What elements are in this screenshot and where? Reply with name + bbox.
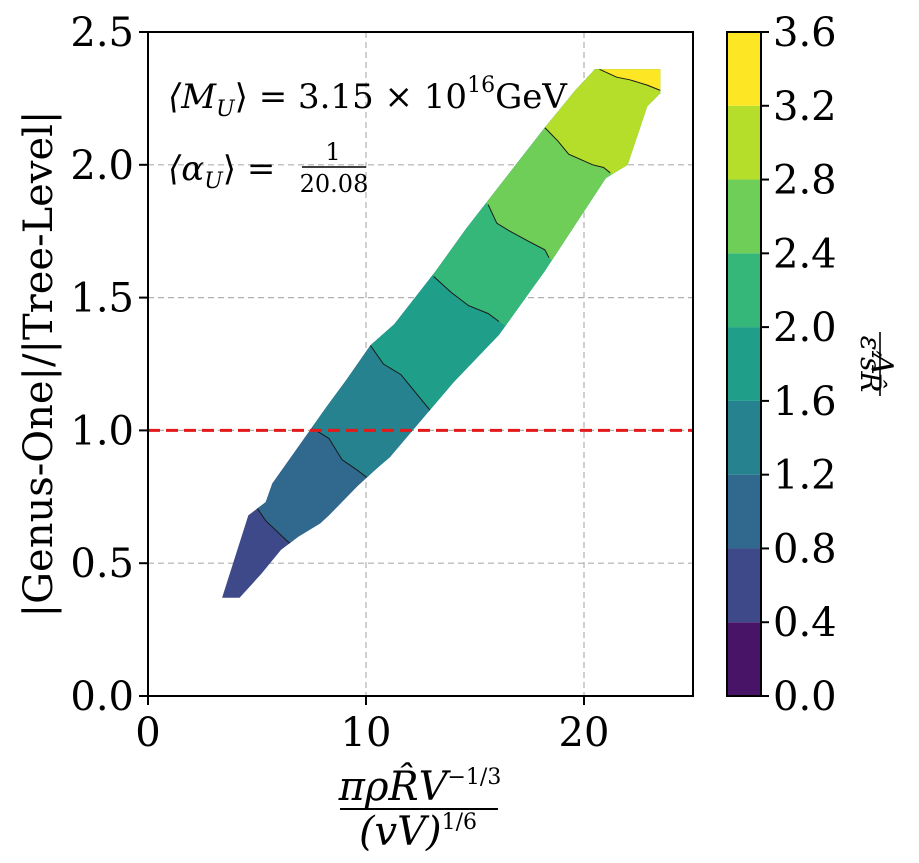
colorbar-tick-label-0: 0.0 <box>773 674 837 720</box>
annotation-alpha-numerator: 1 <box>325 138 340 166</box>
colorbar-tick-label-4: 1.6 <box>773 379 837 425</box>
y-tick-label-4: 2.0 <box>70 143 134 189</box>
contour-line-3.2 <box>599 69 661 91</box>
band-2.4 <box>222 69 661 364</box>
colorbar-label-numerator: Λ <box>864 350 899 375</box>
colorbar-tick-label-2: 0.8 <box>773 526 837 572</box>
colorbar-segment-2.4 <box>727 179 761 254</box>
x-tick-label-1: 10 <box>341 710 392 756</box>
colorbar-tick-label-3: 1.2 <box>773 453 837 499</box>
colorbar-tick-label-6: 2.4 <box>773 231 837 277</box>
colorbar-tick-label-7: 2.8 <box>773 158 837 204</box>
x-tick-label-2: 20 <box>559 710 610 756</box>
y-tick-label-0: 0.0 <box>70 674 134 720</box>
colorbar-segment-0.8 <box>727 474 761 549</box>
y-tick-label-3: 1.5 <box>70 276 134 322</box>
contour-line-2.4 <box>487 204 550 259</box>
x-axis: 0 10 20 <box>135 696 609 756</box>
colorbar-segment-3.2 <box>727 32 761 106</box>
colorbar-tick-label-5: 2.0 <box>773 305 837 351</box>
colorbar-tick-label-8: 3.2 <box>773 84 837 130</box>
y-axis: 0.0 0.5 1.0 1.5 2.0 2.5 <box>70 10 148 720</box>
colorbar-segment-0.4 <box>727 548 761 623</box>
y-axis-label: |Genus-One|/|Tree-Level| <box>16 111 62 618</box>
colorbar-segment-2.0 <box>727 253 761 328</box>
contour-line-1.2 <box>315 429 376 484</box>
annotation-alpha-denominator: 20.08 <box>300 170 369 198</box>
colorbar-segment-2.8 <box>727 105 761 180</box>
y-tick-label-2: 1.0 <box>70 408 134 454</box>
y-tick-label-1: 0.5 <box>70 541 134 587</box>
contour-line-2.8 <box>544 127 611 174</box>
band-2.8 <box>222 69 661 264</box>
colorbar-tick-label-9: 3.6 <box>773 10 837 56</box>
colorbar: 0.0 0.4 0.8 1.2 1.6 2.0 2.4 2.8 3.2 3.6 <box>726 10 837 720</box>
contour-line-2.0 <box>433 276 500 322</box>
colorbar-tick-label-1: 0.4 <box>773 600 837 646</box>
x-axis-label-denominator: (vV)1/6 <box>359 809 477 855</box>
annotation-alpha: ⟨αU⟩ = <box>168 149 275 194</box>
colorbar-label-denominator: ε′sR̂ <box>854 336 887 393</box>
plot-frame <box>147 31 694 697</box>
colorbar-frame <box>726 31 762 697</box>
x-axis-label-numerator: πρR̂V−1/3 <box>338 764 502 810</box>
annotation-mass: ⟨MU⟩ = 3.15 × 1016GeV <box>168 73 568 122</box>
colorbar-segment-1.2 <box>727 400 761 475</box>
y-tick-label-5: 2.5 <box>70 10 134 56</box>
colorbar-segment-1.6 <box>727 327 761 401</box>
x-tick-label-0: 0 <box>135 710 160 756</box>
colorbar-segment-0.0 <box>727 622 761 696</box>
